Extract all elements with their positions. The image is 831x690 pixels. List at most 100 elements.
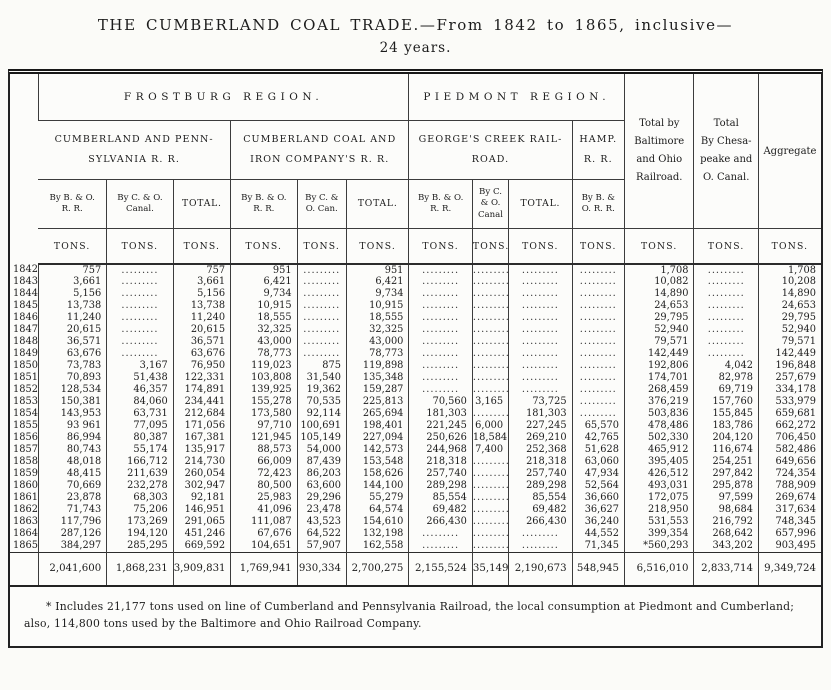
table-row: 1862 71,743 75,206 146,951 41,096 23,478 64,57… bbox=[10, 504, 821, 516]
value-cell: 48,415 bbox=[37, 468, 107, 480]
value-cell: 157,760 bbox=[693, 396, 759, 408]
empty-cell: ......... bbox=[471, 384, 509, 396]
gc-total-header: TOTAL. bbox=[508, 179, 573, 229]
document-page: THE CUMBERLAND COAL TRADE.—From 1842 to … bbox=[8, 16, 823, 649]
value-cell: 757 bbox=[37, 264, 107, 276]
empty-cell: ......... bbox=[471, 348, 509, 360]
value-cell: 216,792 bbox=[693, 516, 759, 528]
value-cell: 63,676 bbox=[37, 348, 107, 360]
empty-cell: ......... bbox=[408, 324, 473, 336]
value-cell: 54,000 bbox=[296, 444, 347, 456]
tons-label: TONS. bbox=[508, 228, 573, 265]
value-cell: 104,651 bbox=[230, 540, 298, 552]
value-cell: 399,354 bbox=[623, 528, 694, 540]
year-cell: 1863 bbox=[13, 516, 38, 528]
total-cell: 1,868,231 bbox=[106, 551, 174, 585]
value-cell: 70,669 bbox=[37, 480, 107, 492]
value-cell: 211,639 bbox=[106, 468, 174, 480]
value-cell: 269,674 bbox=[757, 492, 821, 504]
value-cell: 162,558 bbox=[345, 540, 409, 552]
empty-cell: ......... bbox=[571, 384, 625, 396]
value-cell: 51,628 bbox=[571, 444, 625, 456]
empty-cell: ......... bbox=[693, 312, 759, 324]
year-cell: 1844 bbox=[13, 288, 38, 300]
year-cell: 1864 bbox=[13, 528, 38, 540]
value-cell: 252,368 bbox=[508, 444, 573, 456]
value-cell: 36,627 bbox=[571, 504, 625, 516]
value-cell: 465,912 bbox=[623, 444, 694, 456]
value-cell: 63,600 bbox=[296, 480, 347, 492]
empty-cell: ......... bbox=[508, 300, 573, 312]
tons-label: TONS. bbox=[471, 228, 509, 265]
value-cell: 214,730 bbox=[172, 456, 231, 468]
value-cell: 268,642 bbox=[693, 528, 759, 540]
value-cell: 724,354 bbox=[757, 468, 821, 480]
value-cell: 69,719 bbox=[693, 384, 759, 396]
value-cell: 285,295 bbox=[106, 540, 174, 552]
value-cell: 174,701 bbox=[623, 372, 694, 384]
cp-total-header: TOTAL. bbox=[172, 179, 231, 229]
value-cell: 533,979 bbox=[757, 396, 821, 408]
value-cell: 218,950 bbox=[623, 504, 694, 516]
value-cell: 173,580 bbox=[230, 408, 298, 420]
table-row: 1842 757......... 757 951......... 951......… bbox=[10, 264, 821, 276]
total-cell: 2,190,673 bbox=[508, 551, 573, 585]
value-cell: 227,094 bbox=[345, 432, 409, 444]
empty-cell: ......... bbox=[571, 360, 625, 372]
value-cell: 154,610 bbox=[345, 516, 409, 528]
value-cell: 18,555 bbox=[230, 312, 298, 324]
value-cell: 132,198 bbox=[345, 528, 409, 540]
value-cell: 63,060 bbox=[571, 456, 625, 468]
value-cell: 55,279 bbox=[345, 492, 409, 504]
value-cell: 343,202 bbox=[693, 540, 759, 552]
total-cell: 2,155,524 bbox=[408, 551, 473, 585]
gc-by-bo-header: By B. & O. R. R. bbox=[408, 179, 473, 229]
value-cell: 44,552 bbox=[571, 528, 625, 540]
total-cell: 35,149 bbox=[471, 551, 509, 585]
value-cell: 20,615 bbox=[37, 324, 107, 336]
value-cell: 135,348 bbox=[345, 372, 409, 384]
table-row: 1857 80,743 55,174 135,917 88,573 54,000 142,5… bbox=[10, 444, 821, 456]
empty-cell: ......... bbox=[693, 348, 759, 360]
year-cell: 1847 bbox=[13, 324, 38, 336]
value-cell: 64,522 bbox=[296, 528, 347, 540]
value-cell: 20,615 bbox=[172, 324, 231, 336]
cumberland-pennsylvania-rr-header: CUMBERLAND AND PENN- SYLVANIA R. R. bbox=[38, 120, 231, 180]
value-cell: 212,684 bbox=[172, 408, 231, 420]
value-cell: 196,848 bbox=[757, 360, 821, 372]
value-cell: 135,917 bbox=[172, 444, 231, 456]
value-cell: 183,786 bbox=[693, 420, 759, 432]
empty-cell: ......... bbox=[408, 360, 473, 372]
value-cell: 10,915 bbox=[345, 300, 409, 312]
year-cell: 1857 bbox=[13, 444, 38, 456]
year-cell: 1851 bbox=[13, 372, 38, 384]
table-row: 1864 287,126 194,120 451,246 67,676 64,522 132… bbox=[10, 528, 821, 540]
value-cell: 244,968 bbox=[408, 444, 473, 456]
footnote: * Includes 21,177 tons used on line of C… bbox=[10, 584, 821, 647]
value-cell: 295,878 bbox=[693, 480, 759, 492]
value-cell: 757 bbox=[172, 264, 231, 276]
tons-label: TONS. bbox=[345, 228, 409, 265]
value-cell: 43,000 bbox=[345, 336, 409, 348]
empty-cell: ......... bbox=[106, 288, 174, 300]
value-cell: 14,890 bbox=[757, 288, 821, 300]
empty-cell: ......... bbox=[471, 288, 509, 300]
value-cell: 503,836 bbox=[623, 408, 694, 420]
value-cell: 29,795 bbox=[757, 312, 821, 324]
year-cell: 1843 bbox=[13, 276, 38, 288]
value-cell: 951 bbox=[230, 264, 298, 276]
year-cell: 1853 bbox=[13, 396, 38, 408]
empty-cell: ......... bbox=[571, 288, 625, 300]
value-cell: 192,806 bbox=[623, 360, 694, 372]
totals-year-cell bbox=[10, 551, 39, 585]
value-cell: 69,482 bbox=[408, 504, 473, 516]
value-cell: 181,303 bbox=[408, 408, 473, 420]
tons-label: TONS. bbox=[296, 228, 347, 265]
value-cell: 24,653 bbox=[623, 300, 694, 312]
value-cell: 36,660 bbox=[571, 492, 625, 504]
value-cell: 142,449 bbox=[623, 348, 694, 360]
empty-cell: ......... bbox=[408, 288, 473, 300]
value-cell: 111,087 bbox=[230, 516, 298, 528]
value-cell: 55,174 bbox=[106, 444, 174, 456]
value-cell: 582,486 bbox=[757, 444, 821, 456]
